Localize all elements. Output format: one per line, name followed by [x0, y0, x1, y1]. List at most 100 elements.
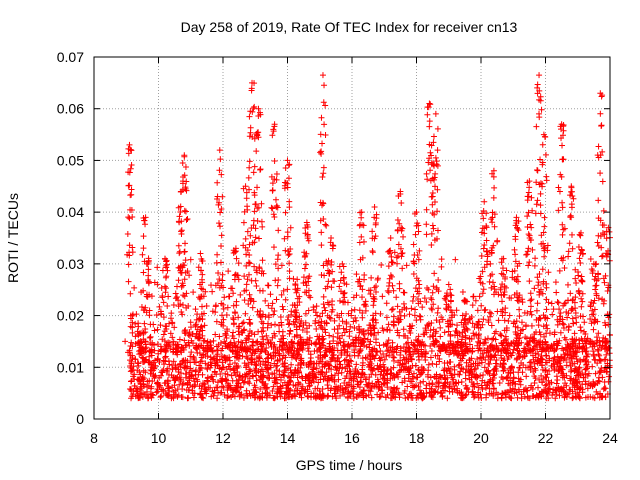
data-point	[594, 318, 601, 325]
data-point	[501, 337, 508, 344]
data-point	[377, 347, 384, 354]
data-point	[594, 360, 601, 367]
data-point	[454, 385, 461, 392]
data-point	[507, 367, 514, 374]
data-point	[370, 325, 377, 332]
data-point	[162, 354, 169, 361]
data-point	[181, 152, 188, 159]
data-point	[350, 318, 357, 325]
data-point	[241, 273, 248, 280]
data-point	[385, 263, 392, 270]
data-point	[192, 344, 199, 351]
data-point	[523, 335, 530, 342]
data-point	[420, 341, 427, 348]
data-point	[380, 327, 387, 334]
data-point	[183, 216, 190, 223]
data-point	[310, 370, 317, 377]
data-point	[314, 312, 321, 319]
data-point	[372, 371, 379, 378]
data-point	[423, 329, 430, 336]
data-point	[428, 241, 435, 248]
data-point	[465, 363, 472, 370]
data-point	[400, 300, 407, 307]
data-point	[286, 330, 293, 337]
data-point	[198, 285, 205, 292]
data-point	[553, 289, 560, 296]
data-point	[343, 319, 350, 326]
data-point	[568, 183, 575, 190]
data-point	[178, 343, 185, 350]
data-point	[303, 219, 310, 226]
data-point	[221, 294, 228, 301]
data-point	[488, 247, 495, 254]
data-point	[202, 360, 209, 367]
data-point	[585, 370, 592, 377]
data-point	[328, 308, 335, 315]
data-point	[246, 164, 253, 171]
data-point	[427, 374, 434, 381]
data-point	[554, 321, 561, 328]
data-point	[298, 359, 305, 366]
data-point	[286, 198, 293, 205]
data-point	[137, 344, 144, 351]
data-point	[296, 351, 303, 358]
x-axis-label: GPS time / hours	[296, 457, 403, 473]
data-point	[443, 305, 450, 312]
data-point	[234, 364, 241, 371]
data-point	[257, 314, 264, 321]
data-point	[511, 246, 518, 253]
data-point	[283, 390, 290, 397]
data-point	[445, 365, 452, 372]
data-point	[174, 341, 181, 348]
data-point	[527, 363, 534, 370]
data-point	[551, 365, 558, 372]
data-point	[177, 209, 184, 216]
data-point	[313, 392, 320, 399]
data-point	[433, 361, 440, 368]
data-point	[564, 314, 571, 321]
data-point	[602, 272, 609, 279]
data-point	[195, 264, 202, 271]
data-point	[151, 347, 158, 354]
data-point	[539, 159, 546, 166]
data-point	[268, 355, 275, 362]
data-point	[256, 287, 263, 294]
data-point	[282, 354, 289, 361]
data-point	[287, 224, 294, 231]
data-point	[462, 369, 469, 376]
data-point	[491, 330, 498, 337]
data-point	[560, 356, 567, 363]
data-point	[533, 201, 540, 208]
data-point	[430, 301, 437, 308]
data-point	[414, 337, 421, 344]
data-point	[343, 281, 350, 288]
data-point	[543, 381, 550, 388]
data-point	[463, 359, 470, 366]
data-point	[241, 371, 248, 378]
data-point	[312, 317, 319, 324]
data-point	[403, 347, 410, 354]
data-point	[492, 365, 499, 372]
data-point	[537, 202, 544, 209]
data-point	[179, 394, 186, 401]
data-point	[326, 343, 333, 350]
data-point	[597, 110, 604, 117]
data-point	[436, 372, 443, 379]
data-point	[577, 324, 584, 331]
data-point	[154, 341, 161, 348]
data-point	[170, 395, 177, 402]
data-point	[351, 324, 358, 331]
data-point	[369, 249, 376, 256]
data-point	[406, 344, 413, 351]
data-point	[321, 272, 328, 279]
data-point	[459, 392, 466, 399]
data-point	[204, 377, 211, 384]
data-point	[306, 341, 313, 348]
data-point	[461, 316, 468, 323]
data-point	[294, 276, 301, 283]
data-point	[302, 230, 309, 237]
data-point	[542, 314, 549, 321]
data-point	[384, 287, 391, 294]
data-point	[259, 333, 266, 340]
data-point	[176, 250, 183, 257]
